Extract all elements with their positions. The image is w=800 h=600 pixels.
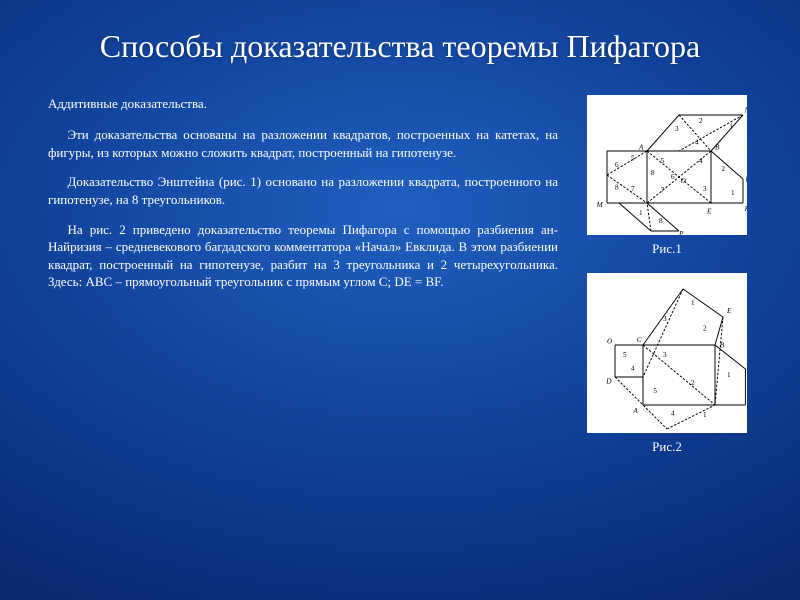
svg-text:D: D — [605, 377, 612, 385]
svg-text:5: 5 — [661, 157, 665, 165]
svg-text:5: 5 — [653, 387, 657, 395]
svg-text:3: 3 — [675, 125, 679, 133]
svg-text:5: 5 — [631, 154, 635, 162]
svg-text:3: 3 — [663, 315, 667, 323]
svg-text:7: 7 — [631, 185, 635, 193]
subheading: Аддитивные доказательства. — [48, 95, 558, 113]
content-row: Аддитивные доказательства. Эти доказател… — [48, 95, 752, 467]
svg-text:4: 4 — [699, 157, 703, 165]
svg-text:1: 1 — [691, 299, 695, 307]
svg-text:E: E — [726, 307, 732, 315]
svg-text:8: 8 — [615, 183, 619, 191]
svg-text:K: K — [744, 205, 747, 213]
slide-title: Способы доказательства теоремы Пифагора — [48, 28, 752, 65]
svg-text:2: 2 — [699, 117, 703, 125]
paragraph-1: Эти доказательства основаны на разложени… — [48, 126, 558, 161]
svg-text:5: 5 — [623, 351, 627, 359]
svg-text:B: B — [720, 341, 725, 349]
slide: Способы доказательства теоремы Пифагора … — [0, 0, 800, 600]
svg-text:8: 8 — [651, 169, 655, 177]
svg-text:A: A — [638, 143, 644, 151]
paragraph-3: На рис. 2 приведено доказательство теоре… — [48, 221, 558, 291]
svg-text:1: 1 — [731, 189, 735, 197]
paragraph-2: Доказательство Энштейна (рис. 1) основан… — [48, 173, 558, 208]
text-column: Аддитивные доказательства. Эти доказател… — [48, 95, 558, 467]
svg-text:O: O — [607, 337, 613, 345]
figure-2: ODCABEF12354321541 — [587, 273, 747, 433]
figure-2-caption: Рис.2 — [652, 439, 682, 455]
svg-text:4: 4 — [695, 138, 699, 146]
svg-text:A: A — [632, 407, 638, 415]
svg-text:6: 6 — [671, 173, 675, 181]
svg-text:F: F — [746, 363, 747, 371]
svg-text:4: 4 — [671, 409, 675, 417]
svg-text:6: 6 — [615, 161, 619, 169]
svg-text:1: 1 — [729, 122, 733, 130]
figure-column: NBMAOFEKP123442135687587618 Рис.1 ODCABE… — [582, 95, 752, 467]
svg-text:1: 1 — [639, 209, 643, 217]
svg-text:C: C — [637, 336, 642, 344]
svg-text:B: B — [715, 143, 720, 151]
svg-text:3: 3 — [663, 351, 667, 359]
svg-text:2: 2 — [721, 165, 725, 173]
svg-text:F: F — [744, 175, 747, 183]
svg-text:1: 1 — [703, 411, 707, 419]
svg-text:M: M — [596, 201, 604, 209]
svg-text:2: 2 — [691, 379, 695, 387]
svg-text:3: 3 — [703, 185, 707, 193]
figure-1: NBMAOFEKP123442135687587618 — [587, 95, 747, 235]
svg-text:2: 2 — [703, 324, 707, 332]
figure-1-caption: Рис.1 — [652, 241, 682, 257]
svg-text:1: 1 — [727, 371, 731, 379]
svg-text:P: P — [678, 230, 684, 235]
svg-text:8: 8 — [659, 217, 663, 225]
svg-text:O: O — [681, 177, 687, 185]
svg-text:7: 7 — [661, 186, 665, 194]
svg-text:4: 4 — [631, 364, 635, 372]
svg-text:E: E — [706, 207, 712, 215]
svg-text:N: N — [744, 106, 747, 114]
